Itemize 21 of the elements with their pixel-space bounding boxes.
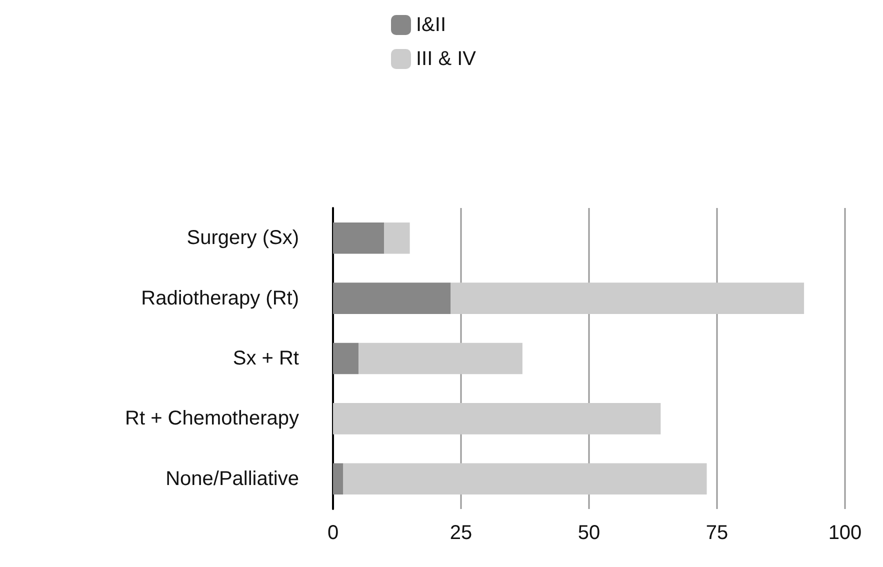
bar	[384, 222, 410, 254]
bar	[333, 463, 344, 495]
y-tick-label: Rt + Chemotherapy	[125, 408, 299, 430]
bar	[450, 282, 804, 314]
legend-label: I&II	[416, 14, 446, 36]
y-tick-label: Sx + Rt	[232, 348, 300, 370]
x-tick-label: 50	[578, 522, 600, 544]
bar	[333, 342, 359, 374]
x-tick-label: 0	[327, 522, 339, 544]
y-tick-label: Radiotherapy (Rt)	[141, 287, 299, 310]
bar	[333, 282, 451, 314]
bar	[343, 463, 707, 495]
bar	[333, 403, 661, 434]
x-tick-label: 100	[828, 522, 862, 544]
bar	[358, 342, 522, 374]
x-tick-label: 75	[706, 522, 728, 544]
x-tick-label: 25	[450, 522, 472, 544]
y-tick-label: Surgery (Sx)	[186, 227, 299, 250]
bar	[333, 222, 384, 254]
y-tick-label: None/Palliative	[166, 468, 299, 490]
legend-label: III & IV	[416, 48, 477, 70]
